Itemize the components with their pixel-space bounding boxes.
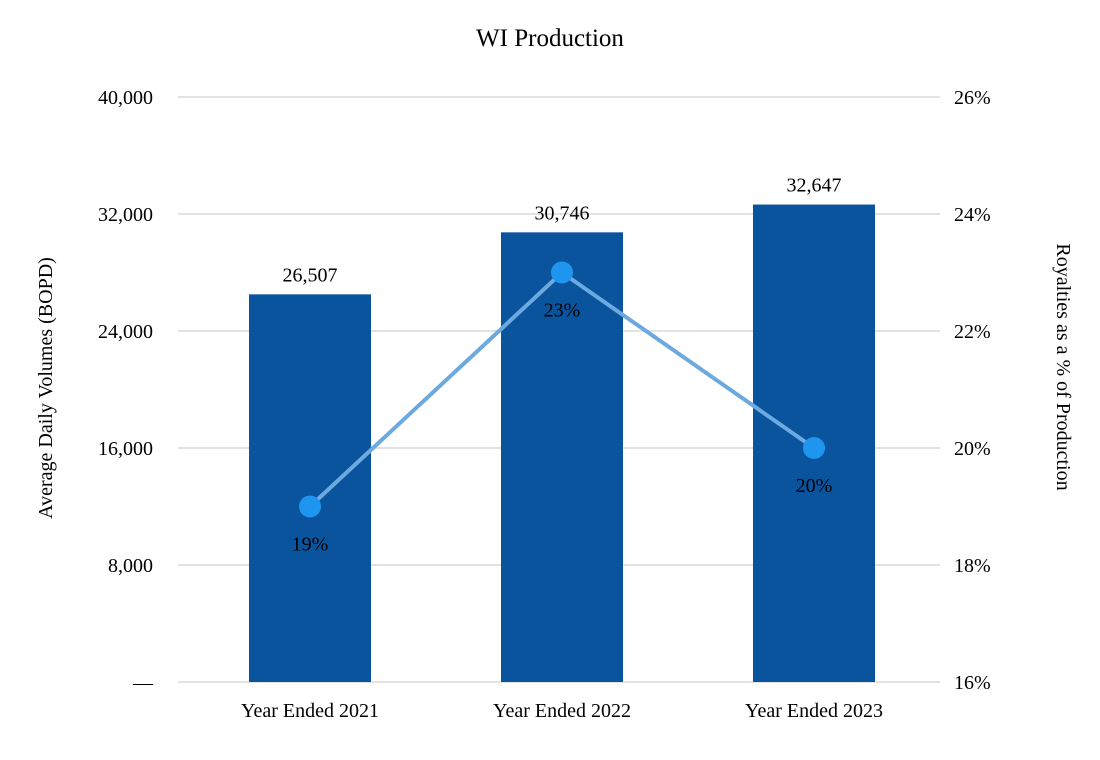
royalty-marker	[551, 261, 573, 284]
left-tick-label: —	[132, 672, 154, 694]
right-tick-label: 26%	[954, 87, 991, 109]
royalty-marker	[299, 495, 321, 518]
right-tick-label: 20%	[954, 438, 991, 460]
royalty-marker	[803, 437, 825, 459]
x-category-label: Year Ended 2021	[241, 700, 379, 722]
x-category-label: Year Ended 2022	[493, 700, 631, 722]
right-tick-label: 18%	[954, 555, 991, 577]
right-tick-label: 22%	[954, 321, 991, 343]
left-tick-label: 40,000	[98, 87, 153, 109]
left-tick-label: 24,000	[98, 321, 153, 343]
left-tick-label: 16,000	[98, 438, 153, 460]
left-tick-label: 32,000	[98, 204, 153, 226]
right-tick-label: 16%	[954, 672, 991, 694]
royalty-point-label: 20%	[796, 475, 833, 497]
bar-value-label: 30,746	[535, 202, 590, 224]
royalty-point-label: 23%	[544, 300, 581, 322]
bar	[501, 232, 623, 682]
right-tick-label: 24%	[954, 204, 991, 226]
x-category-label: Year Ended 2023	[745, 700, 883, 722]
chart-title: WI Production	[476, 25, 624, 52]
bar-value-label: 32,647	[787, 175, 842, 197]
bar-value-label: 26,507	[283, 264, 338, 286]
royalty-point-label: 19%	[292, 534, 329, 556]
left-tick-label: 8,000	[108, 555, 153, 577]
bar	[249, 294, 371, 682]
